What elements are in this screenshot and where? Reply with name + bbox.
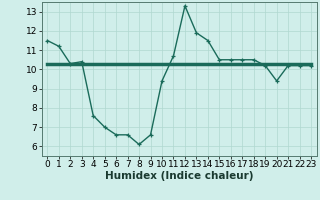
X-axis label: Humidex (Indice chaleur): Humidex (Indice chaleur) — [105, 171, 253, 181]
